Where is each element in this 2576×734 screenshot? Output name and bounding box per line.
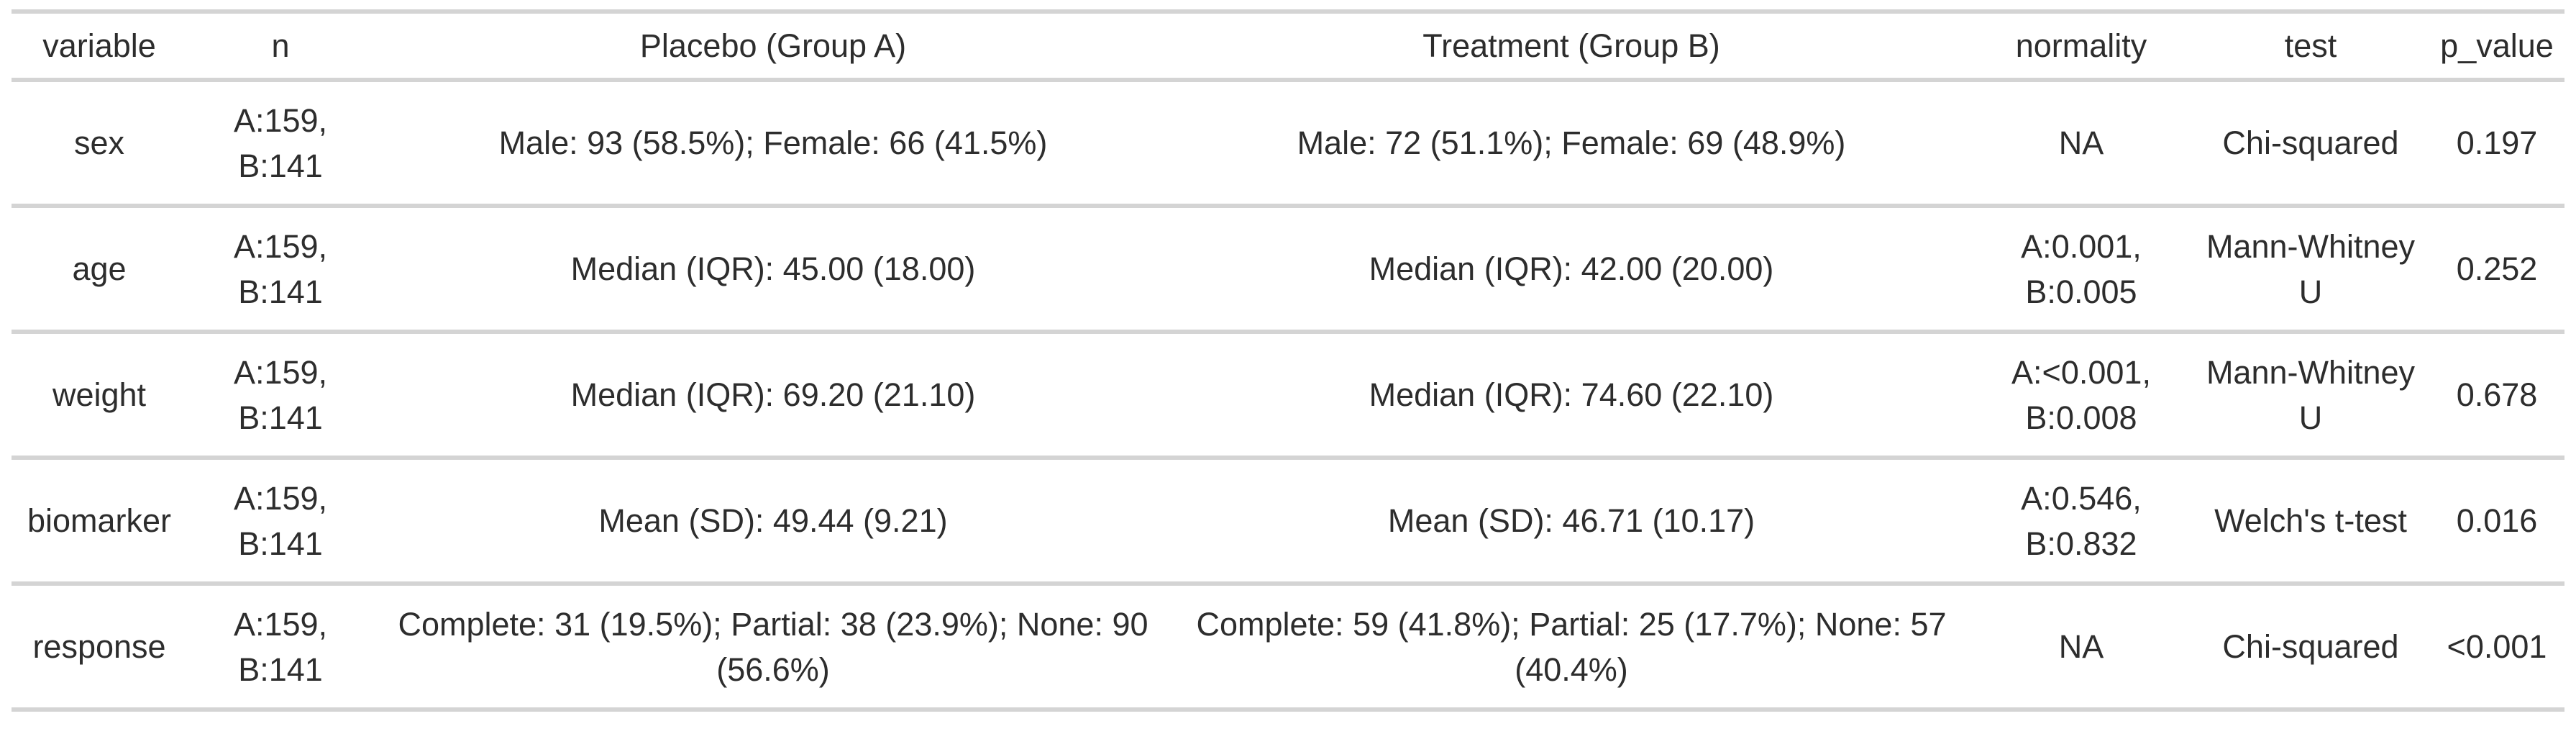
table-row-response: response A:159, B:141 Complete: 31 (19.5… — [12, 584, 2564, 712]
cell-variable: age — [12, 206, 187, 334]
cell-p-value: 0.252 — [2429, 206, 2564, 334]
table-row-weight: weight A:159, B:141 Median (IQR): 69.20 … — [12, 332, 2564, 460]
cell-variable: biomarker — [12, 458, 187, 586]
cell-n: A:159, B:141 — [187, 206, 374, 334]
col-header-variable: variable — [12, 12, 187, 82]
cell-normality: A:0.001, B:0.005 — [1970, 206, 2192, 334]
group-comparison-table: variable n Placebo (Group A) Treatment (… — [12, 9, 2564, 712]
cell-placebo: Median (IQR): 69.20 (21.10) — [374, 332, 1172, 460]
col-header-test: test — [2192, 12, 2429, 82]
cell-p-value: 0.197 — [2429, 80, 2564, 208]
cell-test: Chi-squared — [2192, 584, 2429, 712]
header-row: variable n Placebo (Group A) Treatment (… — [12, 12, 2564, 82]
cell-variable: response — [12, 584, 187, 712]
cell-placebo: Mean (SD): 49.44 (9.21) — [374, 458, 1172, 586]
col-header-n: n — [187, 12, 374, 82]
cell-placebo: Median (IQR): 45.00 (18.00) — [374, 206, 1172, 334]
cell-variable: sex — [12, 80, 187, 208]
table-row-biomarker: biomarker A:159, B:141 Mean (SD): 49.44 … — [12, 458, 2564, 586]
cell-placebo: Male: 93 (58.5%); Female: 66 (41.5%) — [374, 80, 1172, 208]
cell-normality: A:0.546, B:0.832 — [1970, 458, 2192, 586]
cell-treatment: Complete: 59 (41.8%); Partial: 25 (17.7%… — [1172, 584, 1970, 712]
col-header-normality: normality — [1970, 12, 2192, 82]
cell-treatment: Median (IQR): 42.00 (20.00) — [1172, 206, 1970, 334]
cell-normality: A:<0.001, B:0.008 — [1970, 332, 2192, 460]
cell-treatment: Male: 72 (51.1%); Female: 69 (48.9%) — [1172, 80, 1970, 208]
cell-test: Chi-squared — [2192, 80, 2429, 208]
cell-test: Mann-Whitney U — [2192, 332, 2429, 460]
cell-test: Mann-Whitney U — [2192, 206, 2429, 334]
cell-treatment: Mean (SD): 46.71 (10.17) — [1172, 458, 1970, 586]
cell-n: A:159, B:141 — [187, 332, 374, 460]
table-row-age: age A:159, B:141 Median (IQR): 45.00 (18… — [12, 206, 2564, 334]
cell-p-value: <0.001 — [2429, 584, 2564, 712]
cell-treatment: Median (IQR): 74.60 (22.10) — [1172, 332, 1970, 460]
cell-normality: NA — [1970, 80, 2192, 208]
col-header-p-value: p_value — [2429, 12, 2564, 82]
cell-p-value: 0.678 — [2429, 332, 2564, 460]
cell-n: A:159, B:141 — [187, 458, 374, 586]
col-header-placebo: Placebo (Group A) — [374, 12, 1172, 82]
cell-p-value: 0.016 — [2429, 458, 2564, 586]
col-header-treatment: Treatment (Group B) — [1172, 12, 1970, 82]
cell-test: Welch's t-test — [2192, 458, 2429, 586]
cell-placebo: Complete: 31 (19.5%); Partial: 38 (23.9%… — [374, 584, 1172, 712]
cell-variable: weight — [12, 332, 187, 460]
table-row-sex: sex A:159, B:141 Male: 93 (58.5%); Femal… — [12, 80, 2564, 208]
cell-n: A:159, B:141 — [187, 584, 374, 712]
cell-normality: NA — [1970, 584, 2192, 712]
cell-n: A:159, B:141 — [187, 80, 374, 208]
